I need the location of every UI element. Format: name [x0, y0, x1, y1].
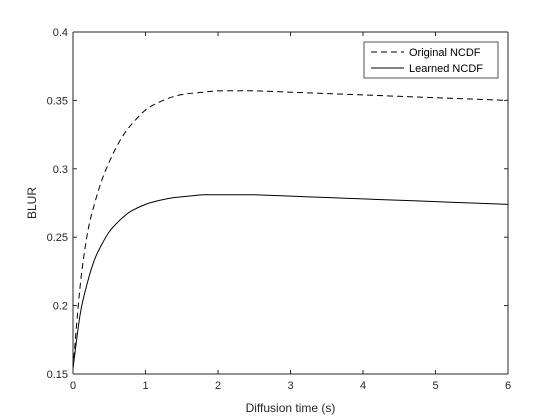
series-line-learned-ncdf	[72, 194, 509, 369]
tick-layer: 0 1 2 3 4 5 6 0.15 0.2 0.25 0.3 0.35 0.4	[47, 27, 511, 392]
legend-label-learned: Learned NCDF	[409, 63, 483, 75]
x-tick-label: 5	[432, 380, 438, 392]
y-tick-label: 0.15	[47, 369, 68, 381]
y-tick-label: 0.25	[47, 232, 68, 244]
legend-label-original: Original NCDF	[409, 47, 481, 59]
series-line-original-ncdf	[72, 90, 509, 369]
plot-area	[73, 32, 508, 374]
x-axis-label: Diffusion time (s)	[246, 401, 336, 415]
x-tick-label: 1	[142, 380, 148, 392]
x-tick-label: 0	[70, 380, 76, 392]
y-axis-label: BLUR	[25, 187, 39, 219]
y-tick-label: 0.3	[53, 164, 68, 176]
y-tick-label: 0.4	[53, 27, 68, 39]
x-tick-label: 4	[360, 380, 366, 392]
legend-box	[363, 41, 499, 79]
y-tick-label: 0.35	[47, 95, 68, 107]
x-tick-label: 6	[505, 380, 511, 392]
series-layer	[72, 90, 509, 369]
x-tick-label: 3	[287, 380, 293, 392]
legend: Original NCDF Learned NCDF	[363, 41, 499, 79]
y-tick-label: 0.2	[53, 301, 68, 313]
x-tick-label: 2	[215, 380, 221, 392]
